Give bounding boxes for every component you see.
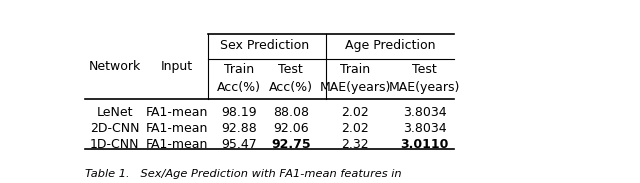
Text: 95.47: 95.47 (221, 138, 257, 151)
Text: 2.02: 2.02 (341, 122, 369, 135)
Text: Acc(%): Acc(%) (217, 81, 260, 94)
Text: 3.8034: 3.8034 (403, 106, 447, 119)
Text: 1D-CNN: 1D-CNN (90, 138, 140, 151)
Text: MAE(years): MAE(years) (389, 81, 460, 94)
Text: Input: Input (161, 60, 193, 73)
Text: Sex Prediction: Sex Prediction (220, 39, 309, 52)
Text: FA1-mean: FA1-mean (145, 106, 208, 119)
Text: Acc(%): Acc(%) (269, 81, 313, 94)
Text: Age Prediction: Age Prediction (345, 39, 435, 52)
Text: 3.0110: 3.0110 (401, 138, 449, 151)
Text: FA1-mean: FA1-mean (145, 122, 208, 135)
Text: 2.32: 2.32 (342, 138, 369, 151)
Text: 98.19: 98.19 (221, 106, 257, 119)
Text: Test: Test (278, 63, 303, 76)
Text: Train: Train (223, 63, 254, 76)
Text: 2D-CNN: 2D-CNN (90, 122, 140, 135)
Text: Test: Test (412, 63, 437, 76)
Text: 92.75: 92.75 (271, 138, 310, 151)
Text: 3.8034: 3.8034 (403, 122, 447, 135)
Text: 92.06: 92.06 (273, 122, 308, 135)
Text: Train: Train (340, 63, 371, 76)
Text: LeNet: LeNet (97, 106, 133, 119)
Text: 2.02: 2.02 (341, 106, 369, 119)
Text: 92.88: 92.88 (221, 122, 257, 135)
Text: MAE(years): MAE(years) (319, 81, 391, 94)
Text: Network: Network (88, 60, 141, 73)
Text: FA1-mean: FA1-mean (145, 138, 208, 151)
Text: 88.08: 88.08 (273, 106, 308, 119)
Text: Table 1.   Sex/Age Prediction with FA1-mean features in: Table 1. Sex/Age Prediction with FA1-mea… (85, 169, 401, 178)
